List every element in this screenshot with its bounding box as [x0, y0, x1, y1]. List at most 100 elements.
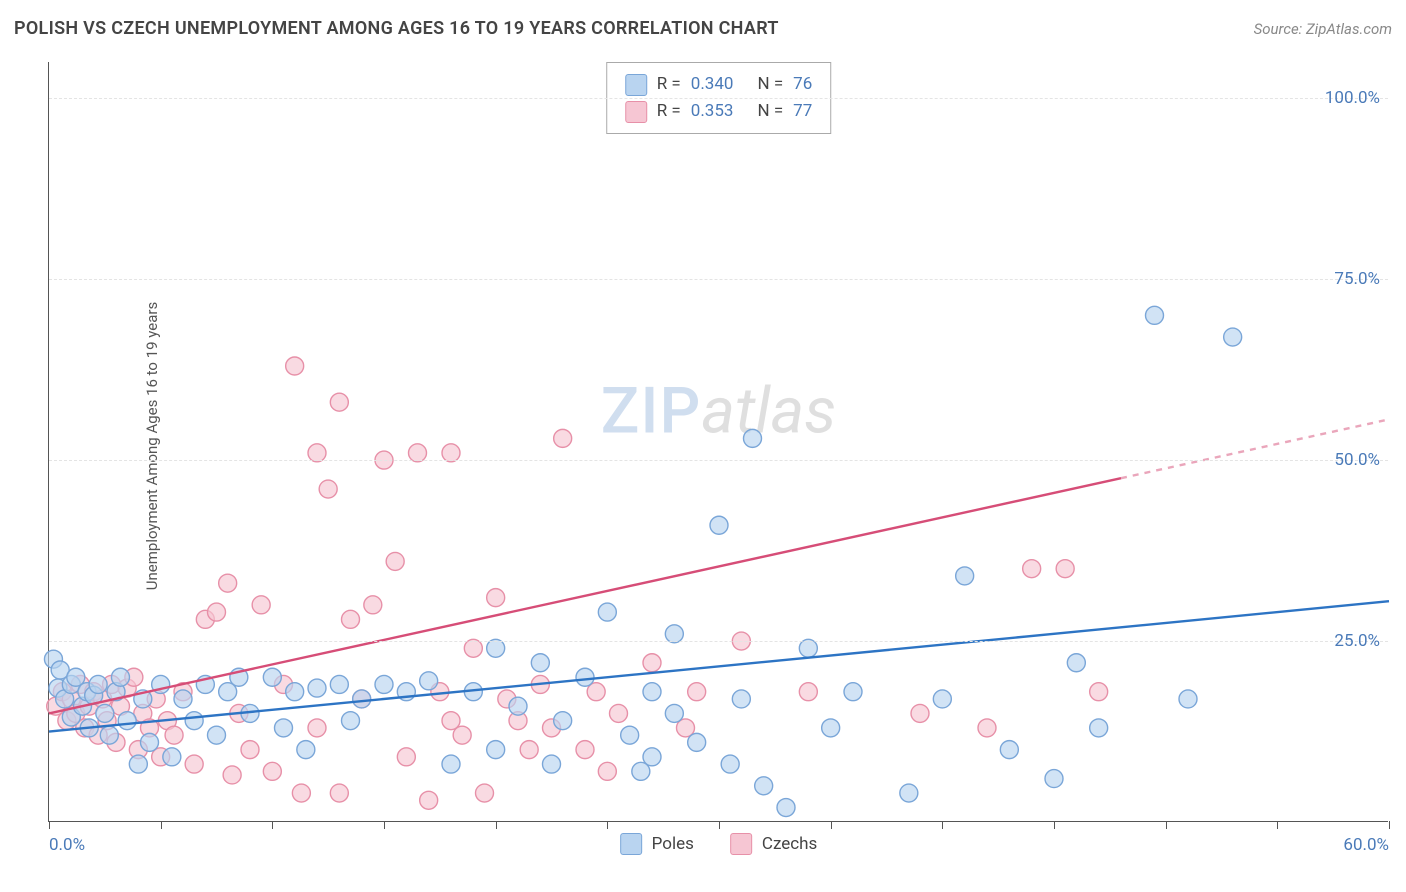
scatter-point — [111, 668, 129, 686]
scatter-point — [263, 668, 281, 686]
x-tick-label: 60.0% — [1343, 835, 1389, 855]
scatter-point — [96, 704, 114, 722]
gridline — [49, 279, 1388, 280]
series-label: Czechs — [762, 834, 817, 854]
scatter-point — [353, 690, 371, 708]
x-tick — [49, 821, 50, 829]
scatter-point — [118, 712, 136, 730]
series-legend-item: Poles — [620, 833, 694, 855]
x-tick — [831, 821, 832, 829]
scatter-point — [487, 589, 505, 607]
scatter-point — [799, 683, 817, 701]
x-tick — [1389, 821, 1390, 829]
scatter-point — [665, 704, 683, 722]
x-tick — [1277, 821, 1278, 829]
x-tick — [719, 821, 720, 829]
scatter-point — [208, 726, 226, 744]
scatter-point — [364, 596, 382, 614]
gridline — [49, 98, 1388, 99]
scatter-point — [420, 791, 438, 809]
legend-n-value: 76 — [793, 71, 812, 98]
scatter-point — [598, 603, 616, 621]
scatter-point — [397, 748, 415, 766]
scatter-point — [777, 799, 795, 817]
scatter-point — [453, 726, 471, 744]
legend-r-value: 0.340 — [691, 71, 734, 98]
scatter-point — [442, 755, 460, 773]
scatter-point — [755, 777, 773, 795]
scatter-point — [297, 741, 315, 759]
scatter-point — [1224, 328, 1242, 346]
legend-r-label: R = — [657, 98, 681, 125]
scatter-point — [219, 574, 237, 592]
scatter-point — [554, 429, 572, 447]
scatter-point — [330, 393, 348, 411]
y-tick-label: 75.0% — [1334, 269, 1380, 289]
scatter-point — [375, 675, 393, 693]
scatter-point — [1146, 306, 1164, 324]
scatter-point — [275, 719, 293, 737]
scatter-point — [1056, 560, 1074, 578]
scatter-point — [621, 726, 639, 744]
scatter-point — [598, 762, 616, 780]
scatter-svg — [49, 62, 1388, 821]
scatter-point — [1000, 741, 1018, 759]
scatter-point — [610, 704, 628, 722]
scatter-point — [721, 755, 739, 773]
gridline — [49, 641, 1388, 642]
scatter-point — [576, 741, 594, 759]
scatter-point — [163, 748, 181, 766]
scatter-point — [688, 683, 706, 701]
scatter-point — [100, 726, 118, 744]
scatter-point — [165, 726, 183, 744]
scatter-point — [531, 654, 549, 672]
scatter-point — [900, 784, 918, 802]
scatter-point — [1045, 770, 1063, 788]
scatter-point — [520, 741, 538, 759]
legend-n-label: N = — [757, 98, 783, 125]
scatter-point — [576, 668, 594, 686]
scatter-point — [643, 654, 661, 672]
legend-swatch — [625, 101, 647, 123]
legend-swatch — [620, 833, 642, 855]
scatter-point — [185, 755, 203, 773]
x-tick — [942, 821, 943, 829]
scatter-point — [643, 683, 661, 701]
gridline — [49, 460, 1388, 461]
scatter-point — [342, 712, 360, 730]
scatter-point — [141, 733, 159, 751]
series-legend: Poles Czechs — [620, 833, 818, 855]
legend-n-value: 77 — [793, 98, 812, 125]
scatter-point — [1179, 690, 1197, 708]
y-tick-label: 50.0% — [1334, 450, 1380, 470]
legend-row: R = 0.340N = 76 — [625, 71, 813, 98]
scatter-point — [643, 748, 661, 766]
scatter-point — [956, 567, 974, 585]
x-tick — [161, 821, 162, 829]
scatter-point — [1090, 719, 1108, 737]
scatter-point — [286, 683, 304, 701]
legend-row: R = 0.353N = 77 — [625, 98, 813, 125]
scatter-point — [330, 784, 348, 802]
scatter-point — [744, 429, 762, 447]
scatter-point — [911, 704, 929, 722]
scatter-point — [978, 719, 996, 737]
x-tick — [272, 821, 273, 829]
scatter-point — [241, 741, 259, 759]
series-legend-item: Czechs — [730, 833, 817, 855]
scatter-point — [252, 596, 270, 614]
plot-area: ZIPatlas R = 0.340N = 76R = 0.353N = 77 … — [48, 62, 1388, 822]
scatter-point — [174, 690, 192, 708]
x-tick — [384, 821, 385, 829]
scatter-point — [263, 762, 281, 780]
scatter-point — [844, 683, 862, 701]
scatter-point — [342, 610, 360, 628]
scatter-point — [476, 784, 494, 802]
scatter-point — [89, 675, 107, 693]
scatter-point — [543, 755, 561, 773]
y-tick-label: 100.0% — [1325, 88, 1380, 108]
source-name: ZipAtlas.com — [1306, 20, 1392, 38]
scatter-point — [710, 516, 728, 534]
trend-line — [49, 601, 1389, 731]
scatter-point — [386, 552, 404, 570]
